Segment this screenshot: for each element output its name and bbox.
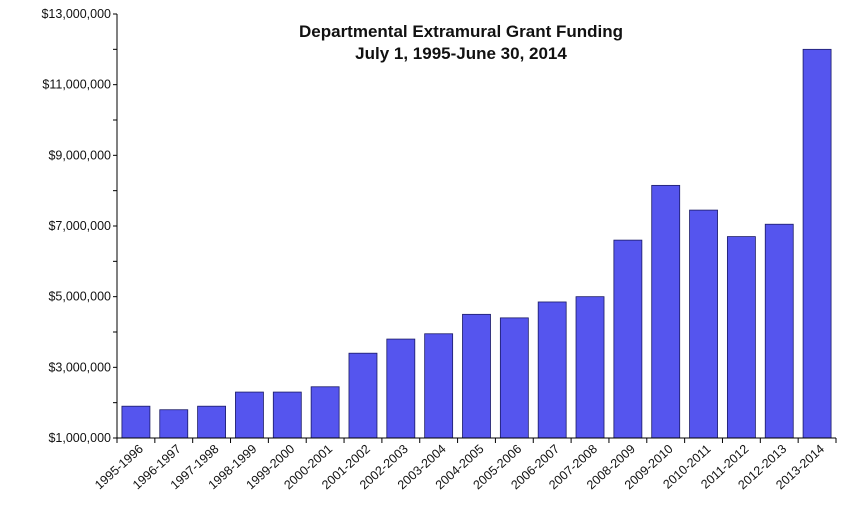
bar-2000-2001 bbox=[310, 386, 340, 439]
bar-2007-2008 bbox=[575, 296, 605, 439]
y-tick-label: $1,000,000 bbox=[48, 431, 111, 445]
bar-1997-1998 bbox=[197, 405, 227, 439]
chart-title: Departmental Extramural Grant Funding Ju… bbox=[299, 22, 623, 63]
bar-2003-2004 bbox=[424, 333, 454, 439]
y-tick-label: $3,000,000 bbox=[48, 360, 111, 374]
bar-2013-2014 bbox=[802, 48, 832, 439]
bar-1998-1999 bbox=[235, 391, 264, 439]
bar-2011-2012 bbox=[726, 236, 756, 439]
x-axis: 1995-19961996-19971997-19981998-19991999… bbox=[92, 437, 837, 492]
bars bbox=[121, 48, 832, 439]
bar-2006-2007 bbox=[537, 301, 567, 439]
y-tick-label: $13,000,000 bbox=[41, 7, 111, 21]
chart-title-line-2: July 1, 1995-June 30, 2014 bbox=[355, 44, 567, 63]
bar-2009-2010 bbox=[651, 184, 681, 439]
bar-1995-1996 bbox=[121, 405, 151, 439]
bar-1999-2000 bbox=[272, 391, 302, 439]
chart-title-line-1: Departmental Extramural Grant Funding bbox=[299, 22, 623, 41]
y-tick-label: $7,000,000 bbox=[48, 219, 111, 233]
y-tick-label: $9,000,000 bbox=[48, 148, 111, 162]
y-axis: $1,000,000 $3,000,000 $5,000,000 $7,000,000… bbox=[41, 7, 118, 445]
bar-2005-2006 bbox=[499, 317, 529, 439]
bar-2001-2002 bbox=[348, 352, 378, 439]
bar-2008-2009 bbox=[613, 239, 643, 439]
bar-2010-2011 bbox=[689, 209, 718, 439]
bar-2012-2013 bbox=[764, 223, 794, 439]
y-tick-label: $5,000,000 bbox=[48, 290, 111, 304]
y-tick-label: $11,000,000 bbox=[42, 78, 111, 92]
bar-2002-2003 bbox=[386, 338, 416, 439]
bar-1996-1997 bbox=[159, 409, 189, 439]
bar-2004-2005 bbox=[462, 313, 491, 439]
